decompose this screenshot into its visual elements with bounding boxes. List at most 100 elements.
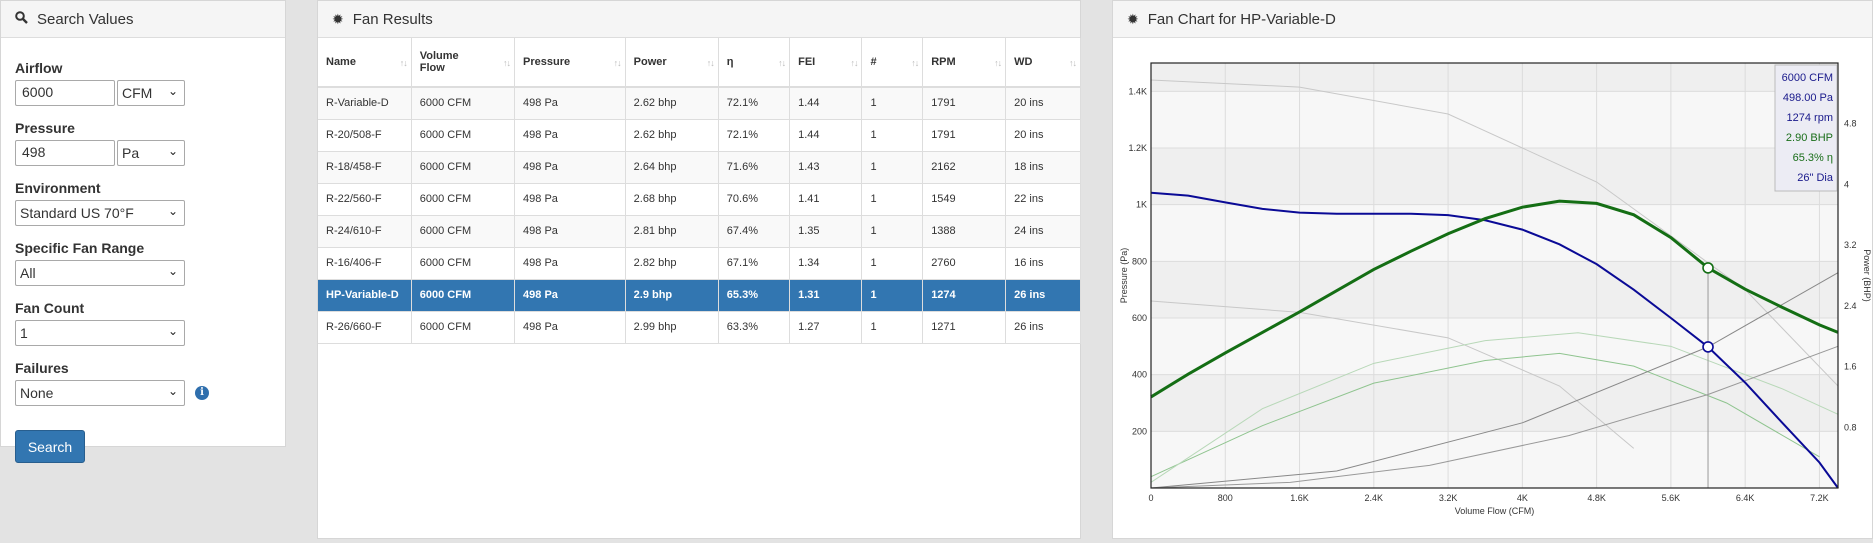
sort-icon[interactable]: ↑↓ xyxy=(613,58,622,68)
table-cell: 1271 xyxy=(922,311,1007,344)
table-row[interactable]: R-Variable-D 6000 CFM 498 Pa 2.62 bhp 72.1% 1… xyxy=(318,87,1081,120)
y2-tick-label: 4 xyxy=(1844,179,1849,189)
y2-tick-label: 3.2 xyxy=(1844,240,1857,250)
fan-chart: 0 800 1.6K 2.4K 3.2K 4K 4.8K 5.6K 6.4K 7.2K 200 400… xyxy=(1119,62,1872,516)
operating-info-line: 26" Dia xyxy=(1797,172,1834,184)
x-tick-label: 5.6K xyxy=(1662,493,1681,503)
fan-count-value: 1 xyxy=(20,325,28,341)
sort-icon[interactable]: ↑↓ xyxy=(778,58,786,68)
background-curve xyxy=(1150,272,1839,489)
table-row[interactable]: R-24/610-F 6000 CFM 498 Pa 2.81 bhp 67.4% 1.3… xyxy=(318,215,1081,248)
power-curve xyxy=(1150,199,1839,399)
table-cell: 1791 xyxy=(922,119,1007,152)
column-header-label: Name xyxy=(326,56,356,68)
search-button[interactable]: Search xyxy=(15,430,85,463)
chevron-down-icon: ⌄ xyxy=(167,144,178,158)
table-cell: 65.3% xyxy=(718,279,791,312)
failures-select[interactable]: None ⌄ xyxy=(15,380,185,406)
operating-info-line: 1274 rpm xyxy=(1787,112,1833,124)
info-icon[interactable]: i xyxy=(195,386,209,400)
table-cell: 1 xyxy=(861,119,924,152)
fan-range-select[interactable]: All ⌄ xyxy=(15,260,185,286)
column-header[interactable]: Power ↑↓ xyxy=(625,38,719,88)
fan-range-label: Specific Fan Range xyxy=(15,240,145,256)
y-tick-label: 200 xyxy=(1132,426,1147,436)
results-panel-header: ✹ Fan Results xyxy=(318,1,1080,38)
column-header[interactable]: WD ↑↓ xyxy=(1005,38,1081,88)
gear-icon: ✹ xyxy=(1127,10,1139,27)
table-row[interactable]: R-20/508-F 6000 CFM 498 Pa 2.62 bhp 72.1% 1.4… xyxy=(318,119,1081,152)
sort-icon[interactable]: ↑↓ xyxy=(994,58,1002,68)
table-row[interactable]: R-18/458-F 6000 CFM 498 Pa 2.64 bhp 71.6% 1.4… xyxy=(318,151,1081,184)
table-row[interactable]: R-16/406-F 6000 CFM 498 Pa 2.82 bhp 67.1% 1.3… xyxy=(318,247,1081,280)
table-cell: 24 ins xyxy=(1005,215,1081,248)
y2-axis-label: Power (BHP) xyxy=(1862,249,1872,302)
table-cell: R-Variable-D xyxy=(318,87,412,120)
table-cell: 18 ins xyxy=(1005,151,1081,184)
table-cell: 2.62 bhp xyxy=(625,119,719,152)
y-tick-label: 800 xyxy=(1132,256,1147,266)
table-cell: 6000 CFM xyxy=(411,87,516,120)
table-cell: 26 ins xyxy=(1005,311,1081,344)
table-cell: 1.41 xyxy=(789,183,863,216)
column-header[interactable]: # ↑↓ xyxy=(861,38,924,88)
plot-band xyxy=(1151,261,1838,318)
sort-icon[interactable]: ↑↓ xyxy=(399,58,408,68)
column-header-label: WD xyxy=(1014,56,1033,68)
failures-label: Failures xyxy=(15,360,69,376)
fan-count-label: Fan Count xyxy=(15,300,85,316)
background-curve xyxy=(1150,345,1839,489)
table-cell: 1.43 xyxy=(789,151,863,184)
x-tick-label: 0 xyxy=(1148,493,1153,503)
column-header[interactable]: Pressure ↑↓ xyxy=(514,38,626,88)
sort-icon[interactable]: ↑↓ xyxy=(1069,58,1077,68)
search-panel-title: Search Values xyxy=(37,10,134,28)
table-cell: 20 ins xyxy=(1005,87,1081,120)
sort-icon[interactable]: ↑↓ xyxy=(850,58,858,68)
table-cell: 2.81 bhp xyxy=(625,215,719,248)
x-tick-label: 1.6K xyxy=(1290,493,1309,503)
table-row[interactable]: HP-Variable-D 6000 CFM 498 Pa 2.9 bhp 65.3% 1… xyxy=(318,279,1081,312)
airflow-input[interactable]: 6000 xyxy=(15,80,115,106)
table-cell: 2.82 bhp xyxy=(625,247,719,280)
chevron-down-icon: ⌄ xyxy=(167,324,178,338)
table-cell: 498 Pa xyxy=(514,119,626,152)
pressure-unit-select[interactable]: Pa ⌄ xyxy=(117,140,185,166)
sort-icon[interactable]: ↑↓ xyxy=(706,58,715,68)
table-cell: R-16/406-F xyxy=(318,247,412,280)
table-row[interactable]: R-22/560-F 6000 CFM 498 Pa 2.68 bhp 70.6% 1.4… xyxy=(318,183,1081,216)
environment-select[interactable]: Standard US 70°F ⌄ xyxy=(15,200,185,226)
column-header[interactable]: Name ↑↓ xyxy=(318,38,412,88)
background-curve xyxy=(1150,300,1635,449)
table-cell: 71.6% xyxy=(718,151,791,184)
y2-tick-label: 1.6 xyxy=(1844,362,1857,372)
background-curve xyxy=(1150,332,1839,483)
pressure-input[interactable]: 498 xyxy=(15,140,115,166)
column-header[interactable]: FEI ↑↓ xyxy=(789,38,863,88)
sort-icon[interactable]: ↑↓ xyxy=(911,58,919,68)
table-cell: 1 xyxy=(861,215,924,248)
plot-band xyxy=(1151,63,1838,92)
column-header-label: RPM xyxy=(931,56,956,68)
table-cell: 20 ins xyxy=(1005,119,1081,152)
column-header[interactable]: Volume Flow ↑↓ xyxy=(411,38,516,88)
table-cell: 1 xyxy=(861,279,924,312)
operating-info-box xyxy=(1774,64,1838,192)
airflow-unit-select[interactable]: CFM ⌄ xyxy=(117,80,185,106)
fan-count-select[interactable]: 1 ⌄ xyxy=(15,320,185,346)
table-cell: 1.34 xyxy=(789,247,863,280)
chart-panel-header: ✹ Fan Chart for HP-Variable-D xyxy=(1113,1,1872,38)
y2-tick-label: 2.4 xyxy=(1844,301,1857,311)
table-cell: 498 Pa xyxy=(514,215,626,248)
table-cell: 1.31 xyxy=(789,279,863,312)
x-tick-label: 6.4K xyxy=(1736,493,1755,503)
failures-value: None xyxy=(20,385,54,401)
plot-band xyxy=(1151,148,1838,205)
table-row[interactable]: R-26/660-F 6000 CFM 498 Pa 2.99 bhp 63.3% 1.2… xyxy=(318,311,1081,344)
column-header[interactable]: RPM ↑↓ xyxy=(922,38,1007,88)
column-header[interactable]: η ↑↓ xyxy=(718,38,791,88)
sort-icon[interactable]: ↑↓ xyxy=(503,58,511,68)
plot-frame xyxy=(1150,62,1839,489)
y-axis-label: Pressure (Pa) xyxy=(1119,248,1129,304)
background-curve xyxy=(1150,352,1820,478)
